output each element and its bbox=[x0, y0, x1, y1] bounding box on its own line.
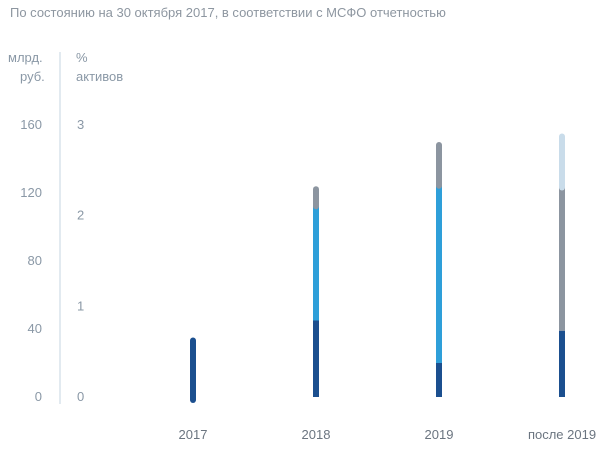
right-axis-label-line2: активов bbox=[76, 69, 123, 84]
bar-segment bbox=[313, 203, 319, 321]
bar-segment bbox=[559, 133, 565, 191]
left-tick-label: 160 bbox=[20, 117, 42, 132]
bar-segment bbox=[436, 142, 442, 189]
left-tick-label: 80 bbox=[28, 253, 42, 268]
left-axis-label-line2: руб. bbox=[20, 69, 45, 84]
bar-stack bbox=[190, 337, 196, 403]
chart-subtitle: По состоянию на 30 октября 2017, в соотв… bbox=[10, 5, 446, 20]
left-tick-label: 120 bbox=[20, 185, 42, 200]
x-tick-label: 2018 bbox=[302, 427, 331, 442]
right-tick-label: 0 bbox=[77, 389, 84, 404]
left-tick-label: 0 bbox=[35, 389, 42, 404]
x-tick-label: 2019 bbox=[425, 427, 454, 442]
bar-segment bbox=[436, 182, 442, 363]
bar-stack bbox=[313, 186, 319, 397]
x-tick-label: 2017 bbox=[179, 427, 208, 442]
x-tick-label: после 2019 bbox=[528, 427, 596, 442]
right-axis-label-line1: % bbox=[76, 50, 88, 65]
bar-segment bbox=[559, 330, 565, 397]
left-axis-label-line1: млрд. bbox=[8, 50, 43, 65]
left-tick-label: 40 bbox=[28, 321, 42, 336]
right-tick-label: 3 bbox=[77, 117, 84, 132]
right-tick-label: 1 bbox=[77, 298, 84, 313]
bar-segment bbox=[313, 186, 319, 210]
bar-segment bbox=[190, 337, 196, 403]
bar-segment bbox=[559, 184, 565, 331]
bar-segment bbox=[313, 320, 319, 397]
right-tick-label: 2 bbox=[77, 208, 84, 223]
bar-stack bbox=[436, 142, 442, 397]
bar-stack bbox=[559, 133, 565, 397]
bar-segment bbox=[436, 363, 442, 397]
